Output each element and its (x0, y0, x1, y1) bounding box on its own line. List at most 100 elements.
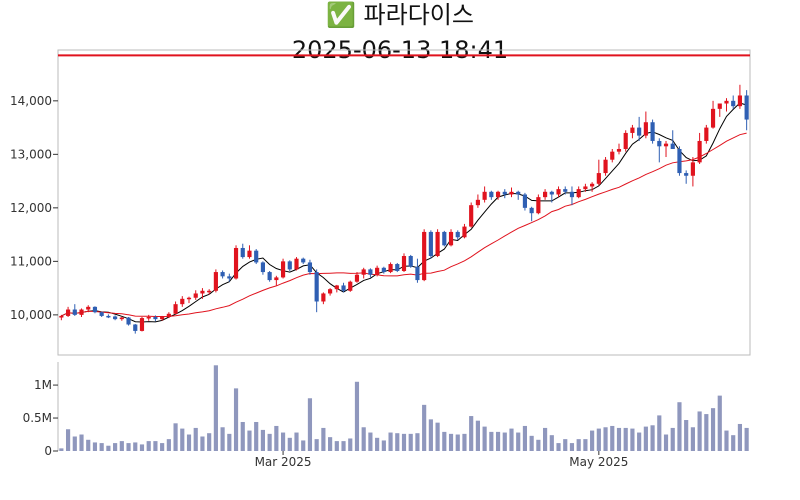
volume-bar (710, 408, 716, 451)
volume-bar (388, 432, 393, 451)
candle-body (549, 191, 554, 195)
volume-bar (643, 426, 648, 451)
candle-body (704, 127, 709, 141)
candle-body (86, 306, 91, 310)
candle-body (475, 199, 480, 206)
volume-tick-label: 0.5M (23, 411, 52, 425)
volume-bar (240, 421, 245, 451)
volume-bar (341, 441, 346, 451)
volume-bar (375, 437, 380, 451)
volume-bar (469, 416, 474, 451)
candle-body (139, 318, 145, 331)
candle-body (663, 143, 669, 147)
volume-bar (690, 427, 695, 451)
candle-body (381, 267, 386, 273)
volume-bar (328, 437, 333, 451)
candle-body (119, 317, 124, 320)
volume-bar (207, 433, 212, 451)
volume-bar (99, 443, 104, 451)
candle-body (509, 191, 514, 195)
volume-bar (482, 426, 487, 451)
candle-body (415, 266, 420, 281)
chart-title: ✅ 파라다이스 (326, 1, 474, 29)
volume-bar (314, 439, 319, 451)
candle-body (616, 148, 622, 152)
volume-bar (301, 440, 306, 451)
volume-bar (274, 425, 279, 451)
volume-bar (92, 442, 98, 451)
candle-body (576, 189, 581, 198)
volume-bar (348, 438, 353, 451)
volume-bar (516, 432, 521, 451)
volume-bar (677, 402, 682, 451)
candle-body (710, 108, 716, 128)
volume-bar (133, 442, 138, 451)
candle-body (623, 132, 628, 149)
candle-body (637, 127, 642, 136)
candle-body (213, 272, 218, 291)
volume-bar (59, 448, 64, 451)
candle-body (301, 258, 306, 263)
volume-bar (428, 419, 433, 451)
volume-bar (663, 434, 669, 451)
candle-body (193, 293, 198, 298)
volume-bar (160, 443, 165, 451)
candle-body (516, 191, 521, 195)
volume-tick-label: 0 (44, 444, 52, 458)
volume-bar (670, 427, 675, 451)
candle-body (65, 309, 71, 316)
volume-bar (79, 434, 84, 451)
volume-bar (126, 443, 131, 451)
candle-body (522, 194, 528, 208)
candle-body (731, 100, 736, 107)
volume-bar (361, 427, 366, 451)
volume-bar (260, 429, 265, 451)
candle-body (361, 269, 366, 275)
volume-bar (254, 421, 259, 451)
volume-bar (455, 434, 460, 451)
candle-body (79, 309, 84, 315)
candle-body (113, 316, 118, 320)
volume-bar (529, 435, 534, 451)
candle-body (737, 95, 743, 107)
candle-body (294, 258, 299, 270)
candle-body (146, 317, 151, 319)
candle-body (280, 261, 286, 278)
moving-average-ma5 (61, 102, 747, 323)
volume-bar (381, 440, 386, 451)
volume-bar (737, 423, 743, 451)
candle-body (287, 261, 292, 270)
volume-bar (637, 432, 642, 451)
candle-body (556, 189, 561, 195)
volume-bar (717, 395, 722, 451)
volume-bar (522, 425, 528, 451)
candle-body (650, 122, 655, 141)
candle-body (99, 312, 104, 316)
candle-body (59, 315, 64, 318)
candle-body (321, 293, 326, 302)
candle-body (401, 256, 407, 271)
volume-bar (354, 381, 360, 451)
volume-bar (307, 398, 313, 451)
volume-tick-label: 1M (34, 378, 52, 392)
volume-bar (616, 427, 622, 451)
volume-bar (200, 436, 205, 451)
volume-bar (280, 432, 286, 451)
date-tick-label: May 2025 (569, 455, 628, 469)
volume-bar (630, 428, 635, 451)
volume-bar (576, 439, 581, 451)
candle-body (469, 205, 474, 227)
candle-body (334, 285, 339, 290)
candle-body (536, 197, 541, 214)
candle-body (186, 297, 192, 300)
volume-bar (334, 441, 339, 451)
volume-bar (153, 441, 158, 451)
candle-body (368, 269, 373, 275)
volume-bar (543, 427, 548, 451)
volume-bar (415, 433, 420, 451)
volume-bar (186, 434, 192, 451)
candle-body (590, 183, 595, 187)
volume-bar (569, 443, 575, 451)
volume-bar (731, 435, 736, 451)
volume-bar (442, 431, 447, 451)
